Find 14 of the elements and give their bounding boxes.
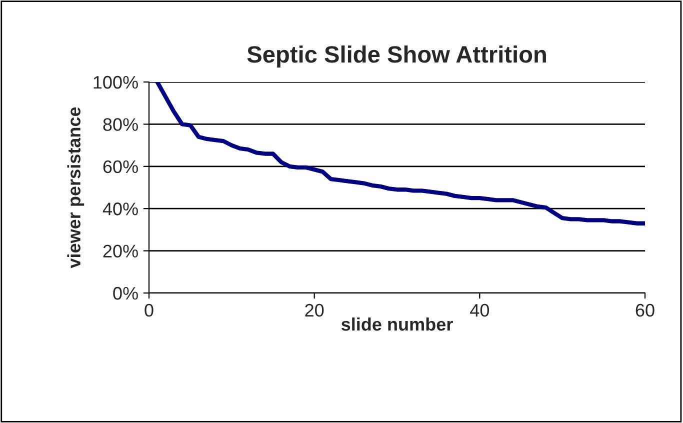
y-tick-label: 20%	[103, 244, 138, 258]
y-tick-label: 100%	[94, 76, 138, 89]
x-tick-label: 20	[305, 304, 324, 317]
y-tick-label: 80%	[103, 118, 138, 131]
x-axis-title: slide number	[341, 317, 453, 331]
x-tick-label: 0	[144, 304, 154, 317]
x-tick-label: 60	[636, 304, 654, 317]
x-tick-label: 40	[470, 304, 490, 317]
y-tick-label: 0%	[113, 286, 138, 300]
y-tick-label: 40%	[102, 202, 138, 216]
line-series	[155, 82, 645, 226]
y-axis-title: viewer persistance	[67, 107, 84, 268]
y-tick-label: 60%	[103, 160, 138, 174]
chart-title: Septic Slide Show Attrition	[247, 45, 546, 68]
